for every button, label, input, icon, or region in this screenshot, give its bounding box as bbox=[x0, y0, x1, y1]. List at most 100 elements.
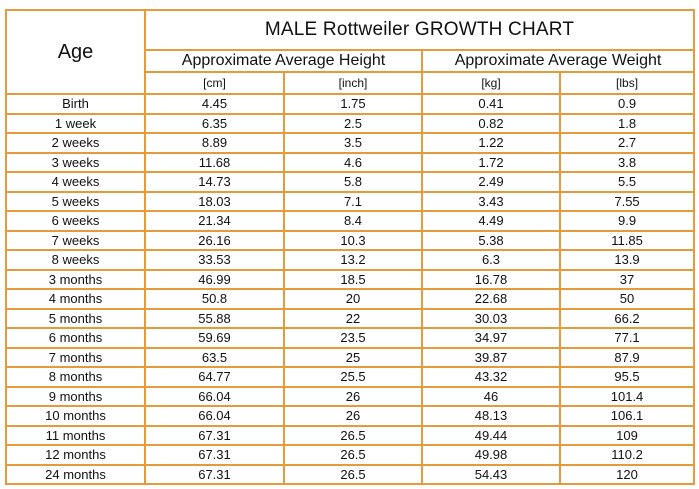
weight-group-header: Approximate Average Weight bbox=[420, 49, 696, 73]
age-cell: 2 weeks bbox=[5, 132, 146, 154]
height-inch-cell: 22 bbox=[283, 307, 423, 329]
table-body: Birth 4.45 1.75 0.41 0.9 1 week 6.35 2.5 0.82 1.8… bbox=[5, 93, 696, 485]
weight-lbs-cell: 110.2 bbox=[558, 444, 696, 466]
table-row: 7 weeks 26.16 10.3 5.38 11.85 bbox=[5, 229, 696, 251]
weight-lbs-cell: 13.9 bbox=[558, 249, 696, 271]
weight-lbs-cell: 101.4 bbox=[558, 385, 696, 407]
table-row: 5 months 55.88 22 30.03 66.2 bbox=[5, 307, 696, 329]
weight-lbs-cell: 50 bbox=[558, 288, 696, 310]
table-row: 24 months 67.31 26.5 54.43 120 bbox=[5, 463, 696, 485]
height-inch-cell: 25 bbox=[283, 346, 423, 368]
table-row: 3 weeks 11.68 4.6 1.72 3.8 bbox=[5, 151, 696, 173]
height-cm-cell: 66.04 bbox=[144, 385, 285, 407]
table-row: 2 weeks 8.89 3.5 1.22 2.7 bbox=[5, 132, 696, 154]
height-cm-cell: 8.89 bbox=[144, 132, 285, 154]
height-cm-cell: 6.35 bbox=[144, 112, 285, 134]
age-cell: 24 months bbox=[5, 463, 146, 485]
height-group-header: Approximate Average Height bbox=[144, 49, 423, 73]
height-cm-cell: 26.16 bbox=[144, 229, 285, 251]
height-inch-cell: 3.5 bbox=[283, 132, 423, 154]
height-inch-cell: 2.5 bbox=[283, 112, 423, 134]
height-cm-cell: 18.03 bbox=[144, 190, 285, 212]
table-row: 6 weeks 21.34 8.4 4.49 9.9 bbox=[5, 210, 696, 232]
table-row: 12 months 67.31 26.5 49.98 110.2 bbox=[5, 444, 696, 466]
weight-kg-cell: 3.43 bbox=[421, 190, 561, 212]
weight-lbs-cell: 77.1 bbox=[558, 327, 696, 349]
growth-chart-table: Age MALE Rottweiler GROWTH CHART Approxi… bbox=[5, 9, 696, 485]
age-cell: 3 months bbox=[5, 268, 146, 290]
weight-lbs-cell: 1.8 bbox=[558, 112, 696, 134]
age-cell: 4 months bbox=[5, 288, 146, 310]
age-cell: 8 months bbox=[5, 366, 146, 388]
weight-kg-cell: 2.49 bbox=[421, 171, 561, 193]
height-inch-cell: 1.75 bbox=[283, 93, 423, 115]
table-row: 10 months 66.04 26 48.13 106.1 bbox=[5, 405, 696, 427]
height-inch-cell: 26.5 bbox=[283, 463, 423, 485]
weight-kg-cell: 54.43 bbox=[421, 463, 561, 485]
weight-lbs-cell: 37 bbox=[558, 268, 696, 290]
age-cell: 1 week bbox=[5, 112, 146, 134]
height-inch-cell: 26 bbox=[283, 405, 423, 427]
weight-kg-cell: 6.3 bbox=[421, 249, 561, 271]
height-cm-cell: 63.5 bbox=[144, 346, 285, 368]
weight-lbs-cell: 9.9 bbox=[558, 210, 696, 232]
height-cm-cell: 67.31 bbox=[144, 444, 285, 466]
table-row: 3 months 46.99 18.5 16.78 37 bbox=[5, 268, 696, 290]
height-inch-cell: 13.2 bbox=[283, 249, 423, 271]
weight-kg-cell: 30.03 bbox=[421, 307, 561, 329]
age-cell: 7 months bbox=[5, 346, 146, 368]
age-cell: 4 weeks bbox=[5, 171, 146, 193]
height-inch-cell: 25.5 bbox=[283, 366, 423, 388]
height-inch-cell: 23.5 bbox=[283, 327, 423, 349]
age-cell: 5 weeks bbox=[5, 190, 146, 212]
weight-lbs-cell: 109 bbox=[558, 424, 696, 446]
weight-kg-cell: 49.98 bbox=[421, 444, 561, 466]
age-cell: 10 months bbox=[5, 405, 146, 427]
height-inch-cell: 20 bbox=[283, 288, 423, 310]
weight-kg-cell: 43.32 bbox=[421, 366, 561, 388]
height-cm-cell: 46.99 bbox=[144, 268, 285, 290]
weight-lbs-cell: 95.5 bbox=[558, 366, 696, 388]
weight-kg-cell: 5.38 bbox=[421, 229, 561, 251]
weight-lbs-cell: 106.1 bbox=[558, 405, 696, 427]
age-cell: 6 weeks bbox=[5, 210, 146, 232]
height-inch-cell: 7.1 bbox=[283, 190, 423, 212]
age-cell: 11 months bbox=[5, 424, 146, 446]
age-cell: 7 weeks bbox=[5, 229, 146, 251]
height-inch-cell: 26 bbox=[283, 385, 423, 407]
height-cm-cell: 67.31 bbox=[144, 424, 285, 446]
age-cell: 5 months bbox=[5, 307, 146, 329]
height-cm-cell: 4.45 bbox=[144, 93, 285, 115]
table-row: 8 weeks 33.53 13.2 6.3 13.9 bbox=[5, 249, 696, 271]
weight-lbs-cell: 120 bbox=[558, 463, 696, 485]
height-cm-cell: 11.68 bbox=[144, 151, 285, 173]
table-row: 9 months 66.04 26 46 101.4 bbox=[5, 385, 696, 407]
weight-kg-cell: 34.97 bbox=[421, 327, 561, 349]
height-cm-cell: 67.31 bbox=[144, 463, 285, 485]
height-inch-cell: 5.8 bbox=[283, 171, 423, 193]
weight-lbs-cell: 87.9 bbox=[558, 346, 696, 368]
age-cell: Birth bbox=[5, 93, 146, 115]
age-cell: 12 months bbox=[5, 444, 146, 466]
weight-lbs-cell: 3.8 bbox=[558, 151, 696, 173]
height-cm-cell: 33.53 bbox=[144, 249, 285, 271]
age-column-header: Age bbox=[5, 9, 146, 95]
height-inch-cell: 26.5 bbox=[283, 424, 423, 446]
weight-lbs-cell: 66.2 bbox=[558, 307, 696, 329]
table-row: 4 weeks 14.73 5.8 2.49 5.5 bbox=[5, 171, 696, 193]
height-cm-cell: 55.88 bbox=[144, 307, 285, 329]
weight-lbs-cell: 11.85 bbox=[558, 229, 696, 251]
age-cell: 9 months bbox=[5, 385, 146, 407]
weight-lbs-cell: 2.7 bbox=[558, 132, 696, 154]
weight-lbs-cell: 5.5 bbox=[558, 171, 696, 193]
weight-kg-cell: 4.49 bbox=[421, 210, 561, 232]
height-cm-cell: 59.69 bbox=[144, 327, 285, 349]
weight-kg-cell: 16.78 bbox=[421, 268, 561, 290]
height-cm-cell: 66.04 bbox=[144, 405, 285, 427]
height-inch-cell: 10.3 bbox=[283, 229, 423, 251]
height-cm-cell: 50.8 bbox=[144, 288, 285, 310]
weight-kg-cell: 0.82 bbox=[421, 112, 561, 134]
age-cell: 6 months bbox=[5, 327, 146, 349]
weight-kg-cell: 22.68 bbox=[421, 288, 561, 310]
table-row: 6 months 59.69 23.5 34.97 77.1 bbox=[5, 327, 696, 349]
